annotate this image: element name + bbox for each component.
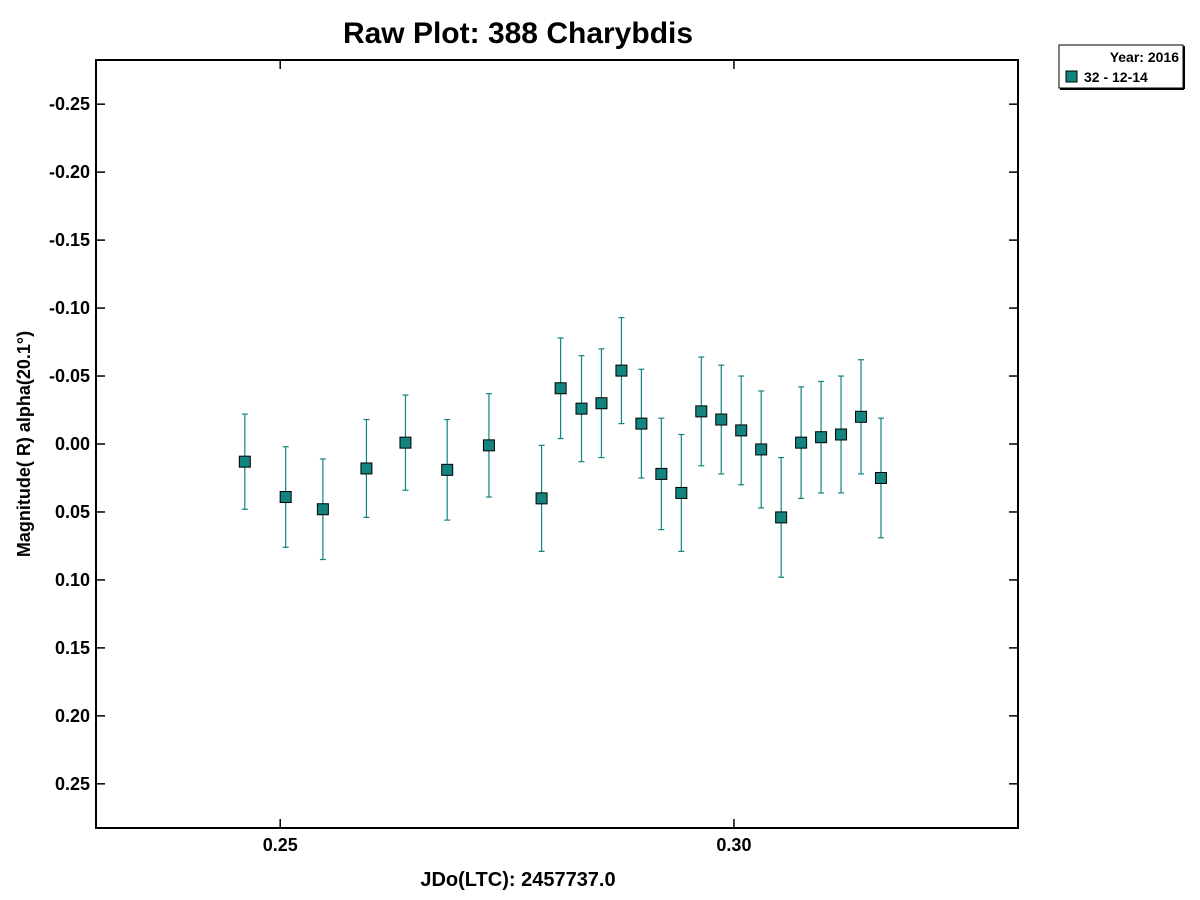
x-tick-label: 0.25 bbox=[263, 835, 298, 855]
x-tick-label: 0.30 bbox=[716, 835, 751, 855]
data-point bbox=[874, 471, 887, 484]
y-tick-label: -0.20 bbox=[49, 162, 90, 182]
x-axis-label: JDo(LTC): 2457737.0 bbox=[420, 869, 615, 891]
y-tick-label: 0.15 bbox=[55, 638, 90, 658]
y-tick-label: 0.25 bbox=[55, 774, 90, 794]
data-point bbox=[554, 382, 567, 395]
data-point bbox=[575, 402, 588, 415]
data-point bbox=[755, 443, 768, 456]
data-point bbox=[715, 413, 728, 426]
data-point bbox=[360, 462, 373, 475]
data-point bbox=[238, 455, 251, 468]
data-point bbox=[655, 467, 668, 480]
data-point bbox=[775, 511, 788, 524]
data-point bbox=[695, 405, 708, 418]
plot-frame bbox=[95, 59, 1019, 829]
data-markers bbox=[238, 364, 887, 524]
data-point bbox=[735, 424, 748, 437]
chart-title: Raw Plot: 388 Charybdis bbox=[343, 17, 693, 50]
y-tick-label: 0.20 bbox=[55, 706, 90, 726]
y-axis-ticks: -0.25 -0.20 -0.15 -0.10 -0.05 0.00 0.05 0.10 0.1… bbox=[49, 94, 1018, 794]
data-point bbox=[615, 364, 628, 377]
data-point bbox=[815, 431, 828, 444]
data-point bbox=[399, 436, 412, 449]
data-point bbox=[835, 428, 848, 441]
legend-header: Year: 2016 bbox=[1110, 49, 1179, 65]
data-point bbox=[482, 439, 495, 452]
data-point bbox=[279, 491, 292, 504]
data-point bbox=[595, 397, 608, 410]
y-tick-label: -0.05 bbox=[49, 366, 90, 386]
data-point bbox=[675, 486, 688, 499]
legend-marker bbox=[1065, 70, 1078, 83]
y-tick-label: -0.15 bbox=[49, 230, 90, 250]
y-tick-label: 0.10 bbox=[55, 570, 90, 590]
y-axis-label: Magnitude( R) alpha(20.1°) bbox=[14, 331, 34, 557]
y-tick-label: 0.05 bbox=[55, 502, 90, 522]
data-point bbox=[855, 410, 868, 423]
y-tick-label: 0.00 bbox=[55, 434, 90, 454]
legend: Year: 2016 32 - 12-14 bbox=[1058, 44, 1185, 90]
data-point bbox=[795, 436, 808, 449]
x-axis-ticks: 0.25 0.30 bbox=[263, 60, 751, 855]
data-point bbox=[635, 417, 648, 430]
data-point bbox=[535, 492, 548, 505]
error-bars bbox=[241, 316, 884, 578]
legend-entry-label: 32 - 12-14 bbox=[1084, 69, 1148, 85]
y-tick-label: -0.25 bbox=[49, 94, 90, 114]
data-point bbox=[441, 463, 454, 476]
data-point bbox=[316, 503, 329, 516]
y-tick-label: -0.10 bbox=[49, 298, 90, 318]
